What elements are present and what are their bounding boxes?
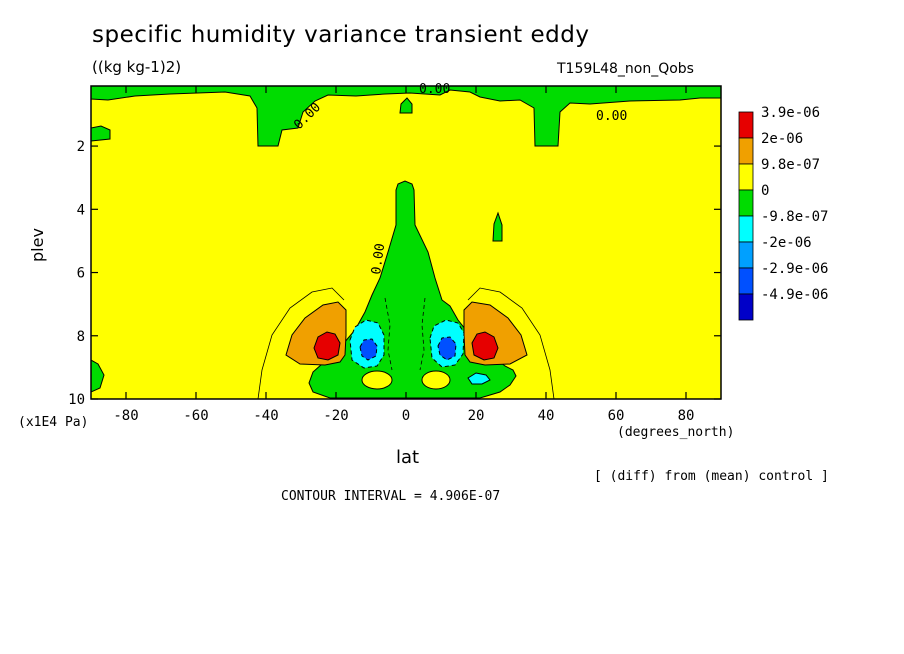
contour-line-left-outer	[257, 287, 345, 399]
colorbar-label: -9.8e-07	[761, 209, 828, 225]
run-label: T159L48_non_Qobs	[557, 61, 694, 77]
diff-note: [ (diff) from (mean) control ]	[594, 469, 829, 484]
y-axis-unit: (x1E4 Pa)	[18, 415, 89, 430]
field-region-left-edge	[91, 359, 105, 393]
colorbar-swatch	[738, 293, 754, 321]
x-tick-label: -60	[183, 408, 208, 424]
field-region-left-red	[313, 331, 341, 361]
x-tick-label: 60	[608, 408, 625, 424]
x-tick-label: 0	[402, 408, 410, 424]
x-tick-label: -40	[253, 408, 278, 424]
field-region-top-left	[91, 86, 721, 147]
plot-area	[91, 86, 721, 399]
x-tick-label: -80	[113, 408, 138, 424]
colorbar-label: 0	[761, 183, 769, 199]
chart-units: ((kg kg-1)2)	[92, 58, 182, 76]
x-axis-label: lat	[396, 447, 420, 468]
x-tick-label: 40	[538, 408, 555, 424]
field-region-top-left-patch	[91, 125, 111, 142]
contour-interval: CONTOUR INTERVAL = 4.906E-07	[281, 489, 501, 504]
field-region-small-tower	[399, 97, 413, 114]
field-hole-right	[421, 370, 451, 390]
y-tick-label: 6	[77, 266, 85, 282]
field-region-right-small-cyan	[467, 372, 491, 385]
colorbar-swatch	[738, 163, 754, 191]
contour-label: 0.00	[419, 82, 450, 97]
colorbar-swatch	[738, 267, 754, 295]
contour-label: 0.00	[369, 242, 388, 275]
colorbar-label: -4.9e-06	[761, 287, 828, 303]
x-tick-label: -20	[323, 408, 348, 424]
x-axis-unit: (degrees_north)	[617, 425, 735, 440]
colorbar-swatch	[738, 215, 754, 243]
colorbar-swatch	[738, 137, 754, 165]
colorbar-label: 9.8e-07	[761, 157, 820, 173]
y-tick-label: 4	[77, 202, 85, 218]
y-tick-label: 2	[77, 139, 85, 155]
field-region-right-blue	[437, 336, 457, 361]
colorbar-label: -2e-06	[761, 235, 812, 251]
colorbar-label: -2.9e-06	[761, 261, 828, 277]
field-region-left-blue	[359, 338, 378, 361]
chart-title: specific humidity variance transient edd…	[92, 22, 590, 48]
colorbar-swatch	[738, 241, 754, 269]
x-tick-label: 80	[678, 408, 695, 424]
contour-line-right-outer	[467, 287, 555, 399]
y-tick-label: 10	[68, 392, 85, 408]
field-region-right-sliver	[492, 211, 503, 242]
y-tick-label: 8	[77, 329, 85, 345]
colorbar-swatch	[738, 189, 754, 217]
colorbar-label: 3.9e-06	[761, 105, 820, 121]
x-tick-label: 20	[468, 408, 485, 424]
field-hole-left	[361, 370, 393, 390]
field-region-right-red	[471, 331, 499, 361]
colorbar-label: 2e-06	[761, 131, 803, 147]
y-axis-label: plev	[28, 228, 47, 262]
colorbar-swatch	[738, 111, 754, 139]
contour-label: 0.00	[596, 109, 627, 124]
